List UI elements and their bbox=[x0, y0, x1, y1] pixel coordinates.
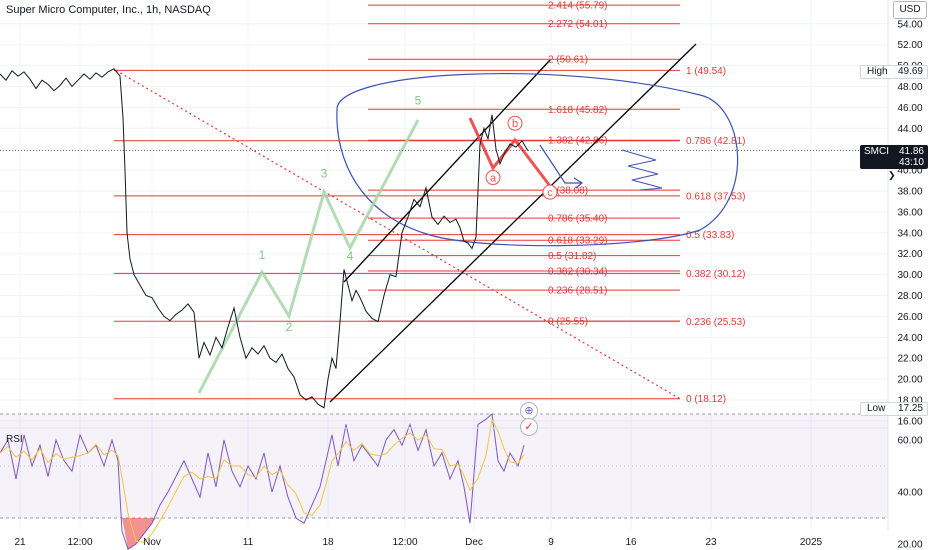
wave-label: 4 bbox=[347, 249, 354, 263]
current-price-marker: SMCI 41.86 43:10 bbox=[860, 145, 928, 169]
projection-zigzag bbox=[621, 149, 663, 191]
fib-level-label: 0.5 (31.82) bbox=[548, 251, 596, 262]
high-marker: High 49.69 bbox=[860, 65, 928, 79]
correction-label-circle bbox=[485, 170, 501, 186]
correction-label: a bbox=[490, 173, 497, 185]
fib-level-label: 2.272 (54.01) bbox=[548, 19, 608, 30]
price-line bbox=[0, 68, 529, 409]
time-tick-label: 18 bbox=[322, 537, 334, 548]
price-tick-label: 18.00 bbox=[897, 396, 922, 407]
rsi-pane bbox=[0, 413, 888, 550]
current-price: 41.86 bbox=[898, 146, 924, 157]
price-tick-label: 40.00 bbox=[897, 166, 922, 177]
time-tick-label: 9 bbox=[548, 537, 554, 548]
countdown: 43:10 bbox=[898, 157, 924, 168]
price-tick-label: 32.00 bbox=[897, 249, 922, 260]
price-tick-label: 22.00 bbox=[897, 354, 922, 365]
price-tick-label: 34.00 bbox=[897, 228, 922, 239]
price-tick-label: 46.00 bbox=[897, 103, 922, 114]
fib-level-label: 0.5 (33.83) bbox=[686, 230, 734, 241]
time-tick-label: 23 bbox=[705, 537, 717, 548]
low-label: Low bbox=[867, 403, 886, 414]
dotted-trendline bbox=[115, 69, 681, 400]
fib-level-label: 0.618 (33.29) bbox=[548, 236, 608, 247]
fib-level-label: 1 (38.08) bbox=[548, 186, 588, 197]
price-series bbox=[0, 68, 888, 409]
price-tick-label: 30.00 bbox=[897, 270, 922, 281]
price-tick-label: 38.00 bbox=[897, 187, 922, 198]
rsi-ma-line bbox=[0, 417, 525, 543]
time-tick-label: 12:00 bbox=[392, 537, 417, 548]
projection-arrow bbox=[539, 144, 584, 189]
currency-label[interactable]: USD bbox=[893, 1, 927, 19]
high-label: High bbox=[867, 66, 888, 77]
time-tick-label: Nov bbox=[143, 537, 161, 548]
correction-label: b bbox=[512, 118, 518, 130]
price-tick-label: 54.00 bbox=[897, 19, 922, 30]
fib-level-label: 2.414 (55.79) bbox=[548, 1, 608, 12]
symbol-label: SMCI bbox=[864, 146, 889, 157]
fib-level-label: 0.786 (42.81) bbox=[686, 136, 746, 147]
fib-level-label: 0.786 (35.40) bbox=[548, 214, 608, 225]
impulse-wave bbox=[197, 119, 420, 394]
wave-label: 1 bbox=[259, 248, 266, 262]
low-marker: Low 17.25 bbox=[860, 402, 928, 416]
elliott-waves: 1 2 3 4 5 a b c bbox=[197, 93, 558, 394]
rsi-label: RSI bbox=[6, 434, 23, 445]
rsi-tick-label: 40.00 bbox=[897, 488, 922, 499]
low-value: 17.25 bbox=[897, 403, 923, 414]
time-tick-label: 16 bbox=[625, 537, 637, 548]
channel-lower-line bbox=[329, 43, 697, 403]
time-tick-label: 12:00 bbox=[67, 537, 92, 548]
high-value: 49.69 bbox=[897, 66, 923, 77]
correction-label-circle bbox=[507, 115, 523, 131]
fib-levels: 2.414 (55.79) 2.272 (54.01) 2 (50.61) 1 (49… bbox=[114, 1, 746, 405]
target-ellipse bbox=[336, 73, 739, 247]
price-tick-label: 52.00 bbox=[897, 40, 922, 51]
price-tick-label: 26.00 bbox=[897, 312, 922, 323]
fib-level-label: 1 (49.54) bbox=[686, 66, 726, 77]
channel-upper-line bbox=[343, 59, 551, 283]
time-tick-label: 11 bbox=[243, 537, 254, 548]
time-tick-label: Dec bbox=[465, 537, 483, 548]
rsi-tick-label: 20.00 bbox=[897, 540, 922, 550]
fib-level-label: 0.236 (25.53) bbox=[686, 317, 746, 328]
rsi-oversold-fill bbox=[122, 518, 156, 550]
rsi-tick-label: 60.00 bbox=[897, 436, 922, 447]
fib-level-label: 0.236 (28.51) bbox=[548, 286, 608, 297]
fib-level-label: 0.382 (30.12) bbox=[686, 269, 746, 280]
lightning-icon[interactable]: ✓ bbox=[520, 418, 538, 436]
price-tick-label: 36.00 bbox=[897, 207, 922, 218]
fib-level-label: 1.382 (42.86) bbox=[548, 136, 608, 147]
scroll-right-icon[interactable]: ❯ bbox=[888, 170, 896, 180]
wave-label: 2 bbox=[286, 320, 293, 334]
fib-level-label: 0.618 (37.53) bbox=[686, 191, 746, 202]
price-tick-label: 48.00 bbox=[897, 82, 922, 93]
price-tick-label: 44.00 bbox=[897, 124, 922, 135]
wave-label: 5 bbox=[415, 93, 422, 107]
wave-label: 3 bbox=[321, 166, 328, 180]
fib-level-label: 0 (18.12) bbox=[686, 394, 726, 405]
correction-label-circle bbox=[542, 184, 558, 200]
fib-level-label: 2 (50.61) bbox=[548, 55, 588, 66]
price-tick-label: 24.00 bbox=[897, 333, 922, 344]
correction-label: c bbox=[547, 187, 553, 199]
price-tick-label: 20.00 bbox=[897, 375, 922, 386]
fib-level-label: 1.618 (45.82) bbox=[548, 105, 608, 116]
fib-level-label: 0 (25.55) bbox=[548, 317, 588, 328]
time-tick-label: 21 bbox=[14, 537, 26, 548]
price-tick-label: 28.00 bbox=[897, 291, 922, 302]
grid bbox=[0, 0, 888, 530]
time-tick-label: 2025 bbox=[800, 537, 823, 548]
chart-title: Super Micro Computer, Inc., 1h, NASDAQ bbox=[6, 4, 211, 16]
trendlines bbox=[115, 43, 697, 403]
fib-level-label: 0.382 (30.34) bbox=[548, 267, 608, 278]
price-tick-label: 16.00 bbox=[897, 416, 922, 427]
